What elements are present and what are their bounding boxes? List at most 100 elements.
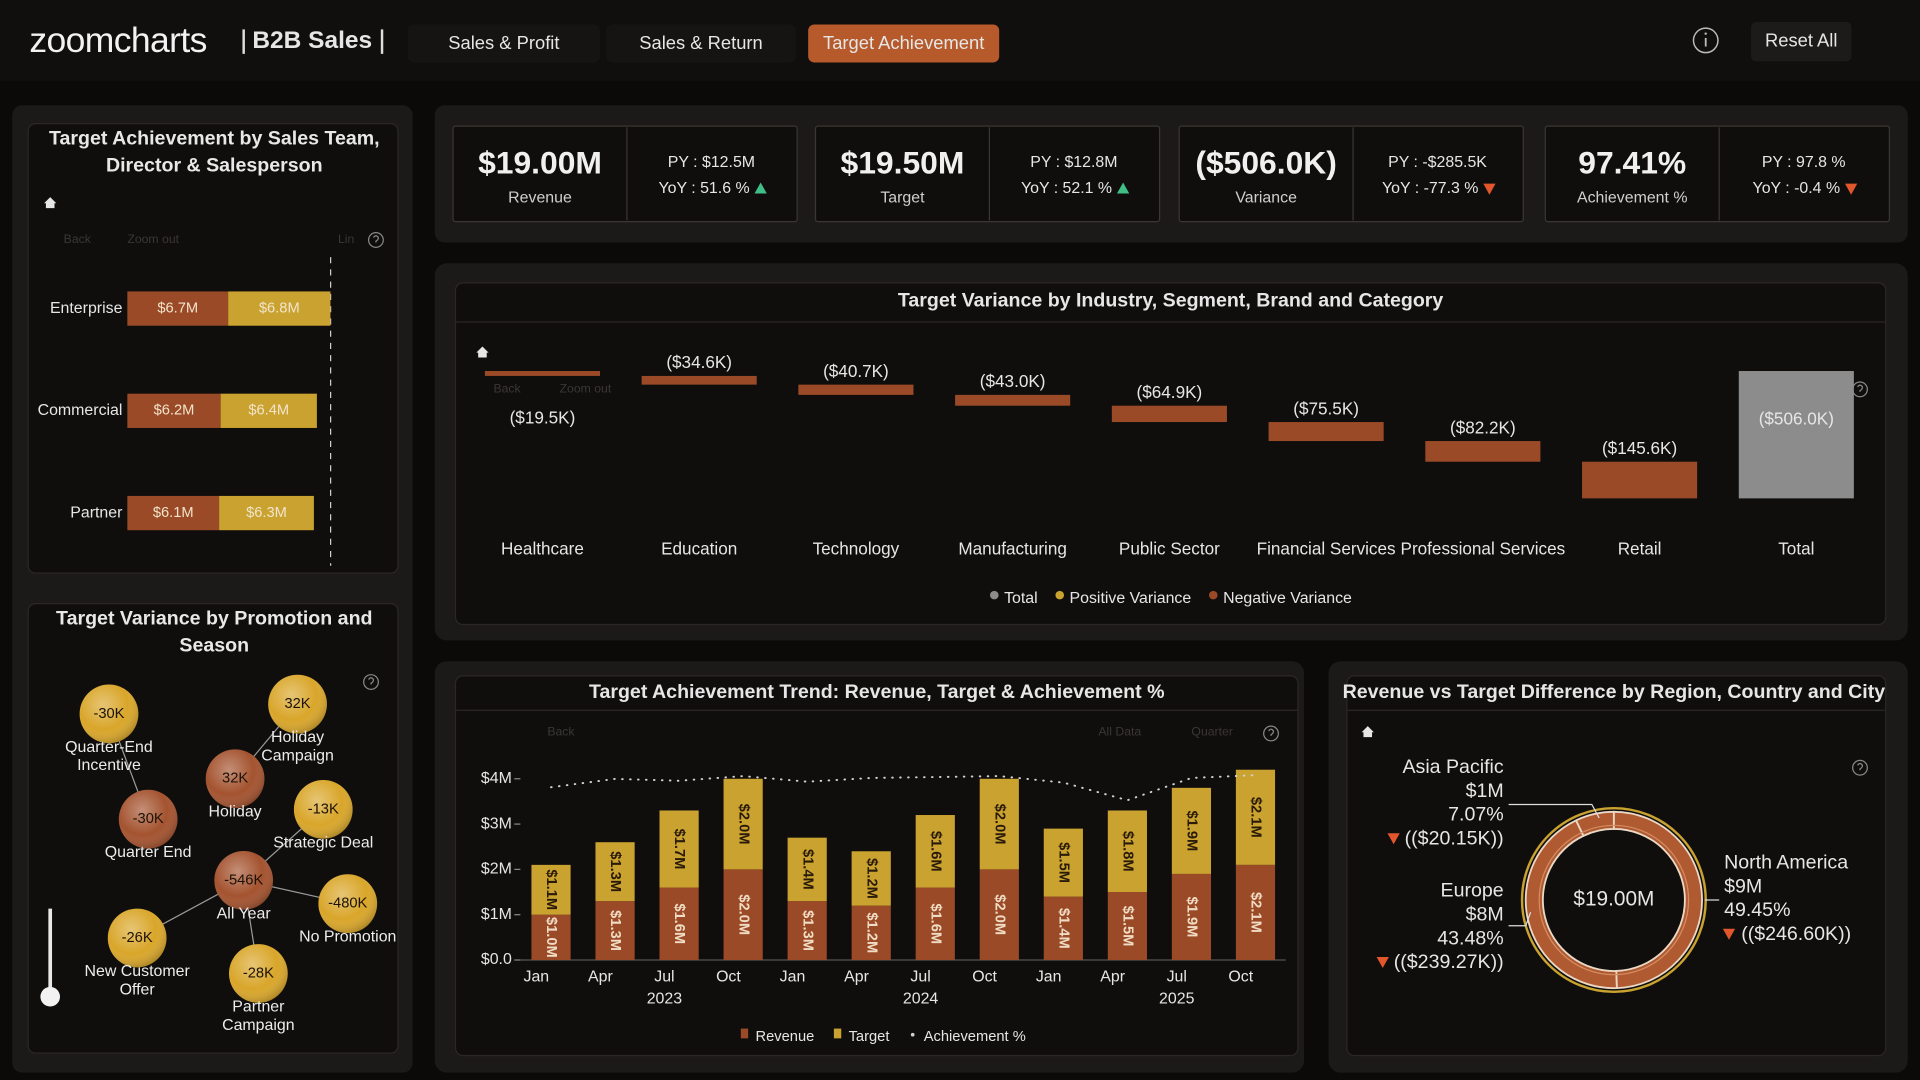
bubble-label-box: Quarter-End Incentive — [65, 737, 153, 774]
help-icon-glyph — [1268, 728, 1275, 736]
bar-segment — [1107, 810, 1147, 893]
region-share: 43.48% — [1437, 927, 1503, 949]
y-tick-label: $0.0 — [481, 951, 512, 968]
x-tick-label: Oct — [716, 968, 741, 985]
value-label: ($19.5K) — [510, 407, 576, 427]
help-icon-glyph — [372, 235, 379, 243]
tab-label[interactable]: Sales & Profit — [448, 32, 559, 53]
chart-title: Target Achievement Trend: Revenue, Targe… — [589, 681, 1165, 703]
region-difference: (($246.60K)) — [1741, 923, 1851, 945]
chart-title: Target Variance by Industry, Segment, Br… — [898, 289, 1444, 311]
bubble-label: Holiday Campaign — [261, 727, 334, 765]
logo: zoomcharts — [29, 20, 206, 60]
x-tick-label: Apr — [1100, 968, 1125, 985]
region-value: $1M — [1466, 780, 1504, 802]
card — [27, 123, 399, 574]
tab[interactable] — [407, 24, 601, 63]
bubble-label-box: Partner Campaign — [222, 997, 295, 1034]
value-label: ($145.6K) — [1602, 438, 1677, 458]
kpi-yoy: YoY : -77.3 % — [1382, 180, 1478, 197]
bar-segment — [787, 837, 827, 902]
bar-label: $1.3M — [607, 851, 623, 892]
bar-segment — [723, 778, 763, 870]
bar-segment — [1171, 787, 1212, 874]
reset-label[interactable]: Reset All — [1765, 29, 1837, 50]
value-label: ($40.7K) — [823, 361, 889, 381]
kpi-label: Target — [880, 190, 925, 207]
region-name: North America — [1724, 851, 1848, 873]
bubble-shine — [118, 789, 178, 849]
y-tick-label: $2M — [481, 861, 512, 878]
x-tick-label: Oct — [972, 968, 997, 985]
bubble-label: All Year — [216, 903, 271, 923]
kpi-value: 97.41% — [1578, 145, 1686, 181]
legend-label: Positive Variance — [1070, 590, 1192, 607]
waterfall-bar — [641, 375, 757, 385]
toolbar-label: Zoom out — [127, 232, 179, 246]
bar-label: $1.3M — [607, 910, 623, 951]
home-icon — [1361, 726, 1374, 738]
kpi-label: Variance — [1235, 190, 1297, 207]
donut-center-label: $19.00M — [1573, 888, 1654, 911]
bar-label: $2.1M — [1248, 892, 1264, 933]
x-tick-label: Jul — [910, 968, 930, 985]
region-difference: (($20.15K)) — [1405, 828, 1504, 850]
info-icon[interactable] — [1692, 27, 1719, 54]
legend-marker — [1209, 590, 1218, 600]
bubble-shine — [228, 944, 288, 1003]
tab-label[interactable]: Sales & Return — [639, 32, 762, 53]
bubble-label: Quarter-End Incentive — [65, 737, 153, 774]
bar-segment — [1171, 873, 1212, 961]
bar-label: $2.0M — [991, 804, 1007, 845]
kpi-trend-arrow — [1483, 183, 1496, 195]
legend-label: Negative Variance — [1223, 590, 1352, 607]
chart-title: Target Achievement by Sales Team, Direct… — [48, 128, 380, 177]
slider-knob[interactable] — [40, 986, 61, 1007]
bar-label: $1.5M — [1120, 906, 1136, 947]
bar-segment — [1043, 828, 1083, 897]
kpi-py: PY : $12.8M — [1030, 154, 1117, 171]
bar-segment — [851, 905, 891, 961]
reset-button[interactable] — [1751, 22, 1852, 62]
total-bar — [1738, 371, 1854, 499]
tab[interactable] — [808, 24, 1000, 63]
difference-arrow — [1722, 928, 1736, 940]
bar-label: $6.3M — [246, 505, 287, 521]
toolbar-label: Back — [547, 724, 575, 738]
bar-label: $6.8M — [259, 300, 300, 316]
toolbar-label: All Data — [1098, 724, 1141, 738]
toolbar-label: Zoom out — [560, 382, 612, 396]
home-icon — [476, 346, 489, 358]
bar-label: $1.6M — [927, 831, 943, 872]
bubble-label: Quarter End — [104, 842, 192, 861]
x-tick-label: Apr — [844, 968, 869, 985]
category-label: Commercial — [38, 402, 123, 419]
help-icon — [363, 674, 379, 691]
bar-segment — [228, 291, 331, 326]
bubble-label-box: New Customer Offer — [85, 961, 190, 998]
kpi-py: PY : 97.8 % — [1762, 154, 1846, 171]
bubble-value: -28K — [243, 965, 274, 981]
bar-label: $1.7M — [671, 829, 687, 870]
y-tick-label: $3M — [481, 815, 512, 832]
bubble-shine — [205, 749, 265, 809]
tab-label[interactable]: Target Achievement — [823, 32, 984, 53]
legend-marker — [740, 1028, 749, 1039]
bubble-shine — [214, 851, 274, 910]
legend-marker — [990, 590, 999, 600]
category-label: Retail — [1618, 538, 1662, 558]
help-icon — [1852, 759, 1868, 776]
bar-segment — [595, 901, 635, 961]
value-label: ($75.5K) — [1293, 398, 1359, 418]
bubble-shine — [293, 780, 353, 839]
bar-label: $1.6M — [671, 903, 687, 944]
region-difference: (($239.27K)) — [1394, 951, 1504, 973]
bar-segment — [127, 291, 229, 326]
help-icon-glyph — [1857, 384, 1864, 392]
x-tick-label: Oct — [1228, 968, 1253, 985]
bar-label: $1.9M — [1184, 810, 1200, 851]
category-label: Manufacturing — [958, 538, 1067, 558]
tab[interactable] — [606, 24, 796, 63]
legend-marker — [833, 1028, 842, 1039]
category-label: Financial Services — [1257, 538, 1396, 558]
